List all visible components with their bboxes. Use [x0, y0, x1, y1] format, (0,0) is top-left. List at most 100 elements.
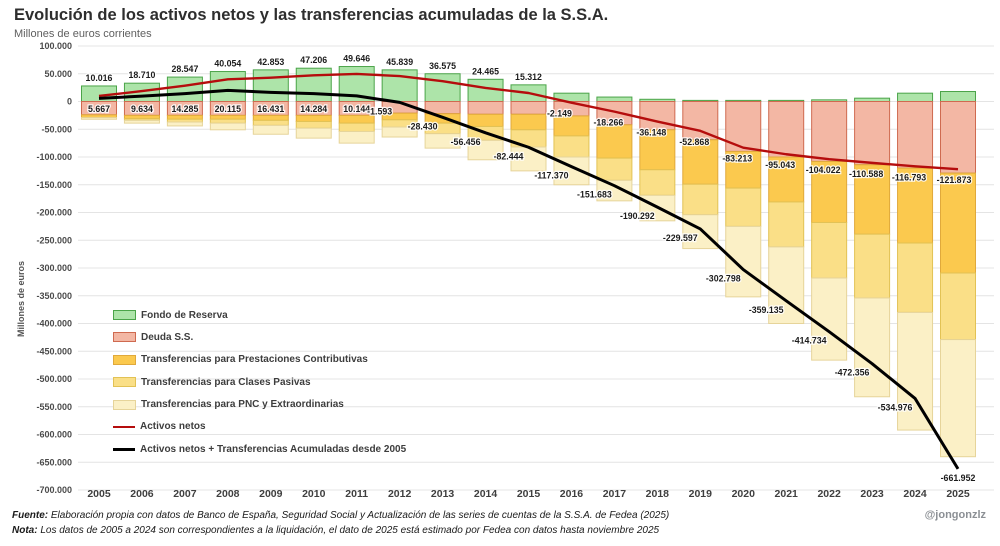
- bar-segment-2025: [940, 91, 976, 103]
- data-label-activos-netos: -110.588: [849, 169, 883, 179]
- x-tick-label: 2013: [431, 488, 455, 500]
- bar-segment-2016: [553, 115, 590, 137]
- x-tick-label: 2011: [345, 488, 368, 500]
- data-label-activos-netos: 45.839: [386, 57, 413, 67]
- data-label-activos-netos: -52.868: [679, 137, 709, 147]
- y-tick-label: -200.000: [36, 208, 72, 218]
- y-tick-label: -400.000: [36, 319, 72, 329]
- x-tick-label: 2019: [689, 488, 713, 500]
- y-tick-label: 100.000: [39, 41, 72, 51]
- data-label-activos-netos: -116.793: [892, 172, 926, 182]
- data-label-activos-netos: 47.206: [300, 55, 327, 65]
- bar-segment-2014: [467, 101, 504, 115]
- data-label-activos-mas-transferencias: -56.456: [451, 137, 481, 147]
- author-watermark: @jongonzlz: [924, 509, 986, 521]
- y-tick-label: -50.000: [41, 124, 72, 134]
- x-tick-label: 2006: [130, 488, 154, 500]
- data-note: Nota: Los datos de 2005 a 2024 son corre…: [12, 524, 660, 536]
- chart-title: Evolución de los activos netos y las tra…: [14, 6, 609, 24]
- y-tick-label: -250.000: [36, 235, 72, 245]
- data-label-activos-netos: 36.575: [429, 61, 456, 71]
- x-tick-label: 2014: [474, 488, 498, 500]
- legend-swatch-bar: [113, 399, 136, 410]
- legend-item: Fondo de Reserva: [113, 308, 406, 322]
- bar-segment-2024: [897, 92, 934, 103]
- bar-segment-2022: [811, 160, 848, 223]
- data-label-activos-mas-transferencias: 14.284: [300, 104, 327, 114]
- data-label-activos-netos: -104.022: [806, 165, 841, 175]
- data-label-activos-netos: -83.213: [722, 154, 752, 164]
- bar-segment-2015: [510, 113, 547, 131]
- bar-segment-2007: [166, 121, 203, 127]
- bar-segment-2020: [725, 225, 762, 298]
- bar-segment-2018: [639, 169, 676, 196]
- bar-segment-2014: [467, 139, 504, 161]
- data-label-activos-mas-transferencias: -359.135: [749, 305, 784, 315]
- bar-segment-2009: [252, 124, 289, 135]
- data-label-activos-mas-transferencias: -190.292: [620, 211, 655, 221]
- data-label-activos-netos: -121.873: [937, 175, 972, 185]
- bar-segment-2021: [768, 101, 805, 158]
- y-tick-label: -100.000: [36, 152, 72, 162]
- bar-segment-2022: [811, 101, 848, 162]
- y-tick-label: -500.000: [36, 374, 72, 384]
- y-tick-label: -300.000: [36, 263, 72, 273]
- bar-segment-2010: [295, 67, 332, 102]
- legend-label: Activos netos + Transferencias Acumulada…: [140, 443, 407, 455]
- x-tick-label: 2005: [87, 488, 111, 500]
- x-tick-label: 2012: [388, 488, 412, 500]
- data-label-activos-netos: -36.148: [636, 128, 666, 138]
- y-tick-label: -600.000: [36, 430, 72, 440]
- data-label-activos-mas-transferencias: -661.952: [941, 473, 976, 483]
- bar-segment-2017: [596, 157, 633, 181]
- bar-segment-2011: [338, 122, 375, 132]
- x-tick-label: 2007: [173, 488, 197, 500]
- bar-segment-2007: [166, 114, 203, 120]
- data-label-activos-mas-transferencias: -472.356: [835, 368, 870, 378]
- bar-segment-2025: [940, 101, 976, 174]
- y-tick-label: -350.000: [36, 291, 72, 301]
- bar-segment-2022: [811, 221, 848, 279]
- bar-segment-2013: [424, 73, 461, 102]
- data-label-activos-mas-transferencias: -534.976: [878, 402, 913, 412]
- bar-segment-2015: [510, 101, 547, 115]
- bar-segment-2008: [209, 71, 246, 102]
- bar-segment-2011: [338, 114, 375, 124]
- bar-segment-2009: [252, 114, 289, 121]
- bar-segment-2017: [596, 179, 633, 202]
- bar-segment-2025: [940, 172, 976, 274]
- x-tick-label: 2018: [646, 488, 670, 500]
- source-label: Fuente:: [12, 510, 49, 521]
- footer-notes: Fuente: Elaboración propia con datos de …: [12, 509, 669, 538]
- bar-segment-2013: [424, 133, 461, 149]
- line-activos-netos: [98, 72, 959, 171]
- bar-segment-2010: [295, 127, 332, 139]
- bar-segment-2023: [854, 233, 891, 299]
- data-label-activos-mas-transferencias: 20.115: [215, 104, 242, 114]
- bar-segment-2021: [768, 201, 805, 248]
- legend-swatch-bar: [113, 310, 136, 320]
- data-label-activos-mas-transferencias: 5.667: [88, 104, 110, 114]
- data-label-activos-netos: -2.149: [547, 109, 572, 119]
- data-label-activos-netos: -95.043: [765, 160, 795, 170]
- source-note: Fuente: Elaboración propia con datos de …: [12, 510, 670, 521]
- note-label: Nota:: [12, 524, 38, 536]
- data-label-activos-netos: 40.054: [214, 59, 241, 69]
- bar-segment-2011: [338, 130, 375, 144]
- bar-segment-2024: [897, 101, 934, 169]
- legend-item: Transferencias para Clases Pasivas: [113, 375, 406, 389]
- data-label-activos-netos: -18.266: [593, 118, 623, 128]
- legend-item: Transferencias para PNC y Extraordinaria…: [113, 398, 406, 412]
- bar-segment-2019: [682, 183, 719, 216]
- bar-segment-2010: [295, 114, 332, 122]
- data-label-activos-netos: 15.312: [515, 72, 542, 82]
- legend-swatch-bar: [113, 377, 136, 388]
- x-tick-label: 2016: [560, 488, 584, 500]
- data-label-activos-netos: 10.016: [86, 73, 113, 83]
- data-label-activos-mas-transferencias: -302.798: [706, 274, 741, 284]
- y-tick-label: 0: [67, 97, 72, 107]
- data-label-activos-mas-transferencias: -151.683: [577, 190, 612, 200]
- data-label-activos-netos: 42.853: [257, 57, 284, 67]
- bar-segment-2023: [854, 297, 891, 398]
